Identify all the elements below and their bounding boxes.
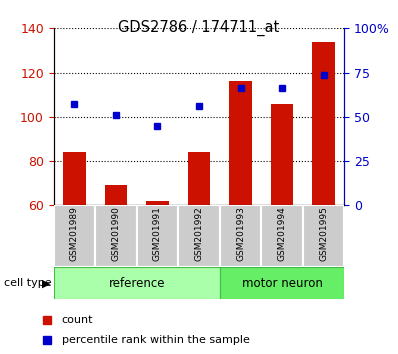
- Bar: [261, 205, 303, 267]
- Text: GSM201993: GSM201993: [236, 206, 245, 261]
- Text: reference: reference: [109, 277, 165, 290]
- Bar: [146, 201, 169, 205]
- Bar: [95, 205, 137, 267]
- Text: percentile rank within the sample: percentile rank within the sample: [62, 335, 250, 345]
- Text: motor neuron: motor neuron: [242, 277, 322, 290]
- Text: GSM201989: GSM201989: [70, 206, 79, 261]
- Bar: [229, 81, 252, 205]
- Bar: [220, 267, 344, 299]
- Text: GSM201994: GSM201994: [277, 206, 287, 261]
- Bar: [54, 267, 220, 299]
- Text: ▶: ▶: [42, 278, 50, 288]
- Bar: [220, 205, 261, 267]
- Bar: [137, 205, 178, 267]
- Bar: [271, 103, 293, 205]
- Text: GSM201992: GSM201992: [195, 206, 203, 261]
- Bar: [178, 205, 220, 267]
- Bar: [312, 42, 335, 205]
- Bar: [105, 185, 127, 205]
- Text: GSM201995: GSM201995: [319, 206, 328, 261]
- Text: GSM201990: GSM201990: [111, 206, 121, 261]
- Bar: [63, 152, 86, 205]
- Text: cell type: cell type: [4, 278, 52, 288]
- Text: GDS2786 / 174711_at: GDS2786 / 174711_at: [118, 19, 280, 36]
- Text: count: count: [62, 315, 93, 325]
- Bar: [54, 205, 95, 267]
- Text: GSM201991: GSM201991: [153, 206, 162, 261]
- Bar: [187, 152, 211, 205]
- Bar: [303, 205, 344, 267]
